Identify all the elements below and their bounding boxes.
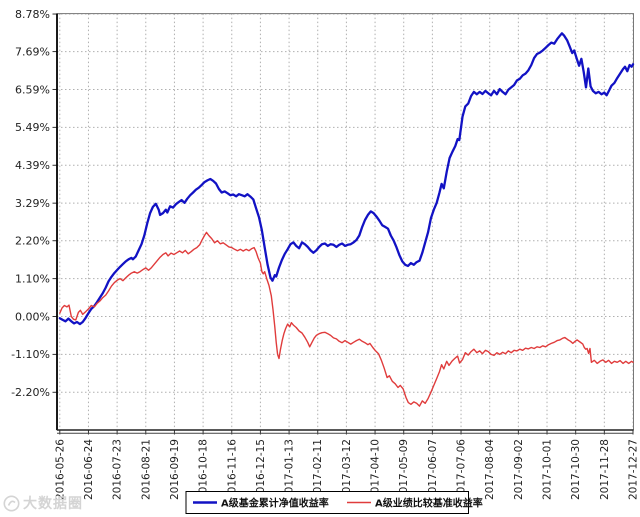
legend-box [185, 491, 469, 514]
series-lines [58, 32, 635, 407]
series-line-0 [58, 32, 635, 326]
axes [52, 13, 634, 435]
y-tick-label: 2.20% [15, 235, 50, 248]
x-axis-labels: 2016-05-26 2016-06-24 2016-07-23 2016-08-21… [54, 439, 639, 500]
x-tick-label: 2017-08-04 [484, 439, 496, 500]
watermark-logo-icon [3, 495, 20, 511]
y-tick-label: -1.10% [11, 348, 50, 361]
legend-label-1: A级业绩比较基准收益率 [375, 496, 483, 509]
legend-label-0: A级基金累计净值收益率 [221, 496, 329, 509]
y-axis-labels: 8.78% 7.69% 6.59% 5.49% 4.39% 3.29% 2.20% 1.10%… [11, 8, 50, 399]
y-tick-label: 3.29% [15, 197, 50, 210]
watermark: 大数据圈 [3, 493, 83, 513]
x-tick-label: 2016-06-24 [83, 439, 95, 500]
x-tick-label: 2016-07-23 [112, 439, 124, 500]
x-tick-label: 2017-11-28 [599, 439, 611, 500]
y-tick-label: 7.69% [15, 45, 50, 58]
watermark-text: 大数据圈 [23, 496, 83, 512]
x-tick-label: 2017-04-10 [370, 439, 382, 500]
x-tick-label: 2016-05-26 [54, 439, 66, 500]
x-tick-label: 2016-09-19 [169, 439, 181, 500]
legend: A级基金累计净值收益率 A级业绩比较基准收益率 [185, 491, 483, 514]
y-tick-label: 8.78% [15, 8, 50, 21]
x-tick-label: 2017-05-09 [398, 439, 410, 500]
x-tick-label: 2017-10-01 [542, 439, 554, 500]
series-line-1 [59, 231, 634, 407]
y-tick-label: 4.39% [15, 159, 50, 172]
x-tick-label: 2017-12-27 [628, 439, 640, 500]
x-tick-label: 2017-03-12 [341, 439, 353, 500]
y-tick-label: 5.49% [15, 121, 50, 134]
x-tick-label: 2016-10-18 [198, 439, 210, 500]
x-tick-label: 2017-09-02 [513, 439, 525, 500]
x-tick-label: 2016-11-16 [226, 439, 238, 500]
x-tick-label: 2017-06-07 [427, 439, 439, 500]
y-tick-label: 0.00% [15, 310, 50, 323]
x-tick-label: 2017-07-06 [456, 439, 468, 500]
x-tick-label: 2016-08-21 [140, 439, 152, 500]
y-tick-label: 1.10% [15, 272, 50, 285]
x-tick-label: 2017-02-11 [312, 439, 324, 500]
y-tick-label: -2.20% [11, 386, 50, 399]
x-tick-label: 2017-10-30 [570, 439, 582, 500]
y-tick-label: 6.59% [15, 83, 50, 96]
gridlines [57, 13, 634, 430]
x-tick-label: 2017-01-13 [284, 439, 296, 500]
x-tick-label: 2016-12-15 [255, 439, 267, 500]
